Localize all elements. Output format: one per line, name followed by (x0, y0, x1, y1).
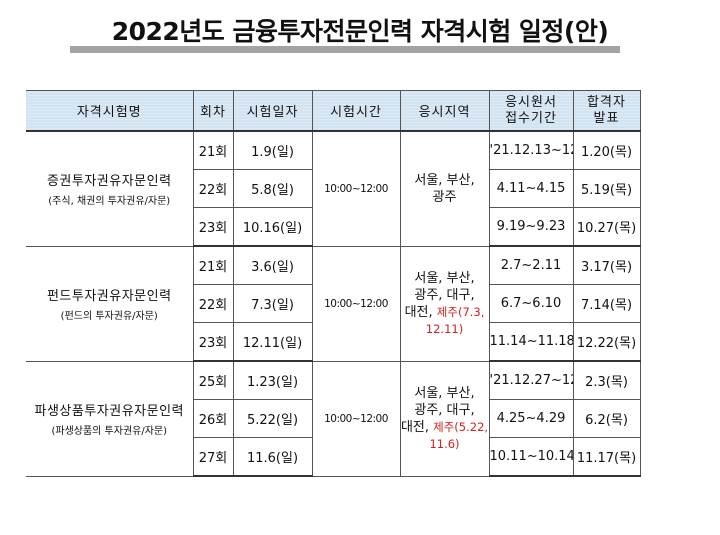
region-cell: 서울, 부산, 광주 (399, 130, 490, 247)
result-date-cell: 3.17(목) (572, 245, 641, 285)
region-cell: 서울, 부산, 광주, 대구, 대전, 제주(5.22, 11.6) (399, 360, 490, 477)
result-date-cell: 11.17(목) (572, 437, 641, 477)
application-period-cell: 6.7~6.10 (488, 284, 574, 323)
table-row: 22회 5.8(일) 4.11~4.15 5.19(목) (26, 169, 641, 208)
round-cell: 25회 (192, 360, 234, 400)
application-period-cell: 9.19~9.23 (488, 207, 574, 247)
table-row: 증권투자권유자문인력 (주식, 채권의 투자권유/자문) 21회 1.9(일) … (26, 130, 641, 247)
header-application-line1: 응시원서 (505, 94, 557, 110)
round-cell: 22회 (192, 284, 234, 323)
table-row: 파생상품투자권유자문인력 (파생상품의 투자권유/자문) 25회 1.23(일)… (26, 360, 641, 477)
region-line: 광주 (432, 189, 457, 205)
round-cell: 27회 (192, 437, 234, 477)
application-period-cell: '21.12.13~12.17 (488, 130, 574, 170)
exam-date-cell: 11.6(일) (232, 437, 313, 477)
exam-scope: (펀드의 투자권유/자문) (60, 311, 158, 322)
result-date-cell: 10.27(목) (572, 207, 641, 247)
region-line: 서울, 부산, (414, 385, 475, 401)
header-result-line2: 발표 (593, 110, 620, 126)
application-period-cell: 4.25~4.29 (488, 399, 574, 438)
region-line: 광주, 대구, (414, 402, 475, 418)
header-region: 응시지역 (399, 90, 490, 132)
round-cell: 26회 (192, 399, 234, 438)
header-result-announcement: 합격자 발표 (572, 90, 641, 132)
result-date-cell: 7.14(목) (572, 284, 641, 323)
exam-name-cell: 파생상품투자권유자문인력 (파생상품의 투자권유/자문) (26, 360, 194, 477)
region-line: 광주, 대구, (414, 287, 475, 303)
region-line: 대전, 제주(7.3, 12.11) (401, 304, 488, 338)
header-application-period: 응시원서 접수기간 (488, 90, 574, 132)
round-cell: 22회 (192, 169, 234, 208)
region-line: 대전, 제주(5.22, 11.6) (400, 419, 489, 453)
exam-name-cell: 증권투자권유자문인력 (주식, 채권의 투자권유/자문) (26, 130, 194, 247)
table-row: 23회 12.11(일) 11.14~11.18 12.22(목) (26, 322, 641, 362)
header-application-line2: 접수기간 (505, 110, 557, 126)
table-row: 펀드투자권유자문인력 (펀드의 투자권유/자문) 21회 3.6(일) 10:0… (26, 245, 641, 362)
exam-name-cell: 펀드투자권유자문인력 (펀드의 투자권유/자문) (26, 245, 194, 362)
exam-date-cell: 5.22(일) (232, 399, 313, 438)
round-cell: 21회 (192, 245, 234, 285)
exam-date-cell: 5.8(일) (232, 169, 313, 208)
exam-date-cell: 3.6(일) (232, 245, 313, 285)
table-row: 27회 11.6(일) 10.11~10.14 11.17(목) (26, 437, 641, 477)
result-date-cell: 6.2(목) (572, 399, 641, 438)
round-cell: 21회 (192, 130, 234, 170)
region-line: 서울, 부산, (414, 172, 475, 188)
result-date-cell: 12.22(목) (572, 322, 641, 362)
region-prefix: 대전, (400, 419, 429, 435)
exam-name: 펀드투자권유자문인력 (46, 289, 172, 304)
exam-time-cell: 10:00~12:00 (311, 130, 401, 247)
exam-time-cell: 10:00~12:00 (311, 245, 401, 362)
header-result-line1: 합격자 (587, 94, 626, 110)
exam-schedule-table: 자격시험명 회차 시험일자 시험시간 응시지역 응시원서 접수기간 합격자 발표… (26, 90, 641, 477)
result-date-cell: 1.20(목) (572, 130, 641, 170)
exam-time-cell: 10:00~12:00 (311, 360, 401, 477)
header-exam-name: 자격시험명 (26, 90, 194, 132)
result-date-cell: 5.19(목) (572, 169, 641, 208)
application-period-cell: '21.12.27~12.31 (488, 360, 574, 400)
region-prefix: 대전, (404, 304, 433, 320)
table-row: 26회 5.22(일) 4.25~4.29 6.2(목) (26, 399, 641, 438)
round-cell: 23회 (192, 207, 234, 247)
header-row: 자격시험명 회차 시험일자 시험시간 응시지역 응시원서 접수기간 합격자 발표 (26, 90, 641, 132)
result-date-cell: 2.3(목) (572, 360, 641, 400)
region-line: 서울, 부산, (414, 270, 475, 286)
exam-date-cell: 12.11(일) (232, 322, 313, 362)
exam-date-cell: 7.3(일) (232, 284, 313, 323)
exam-scope: (파생상품의 투자권유/자문) (51, 426, 168, 437)
application-period-cell: 11.14~11.18 (488, 322, 574, 362)
title-underline (70, 46, 620, 53)
exam-date-cell: 1.23(일) (232, 360, 313, 400)
application-period-cell: 4.11~4.15 (488, 169, 574, 208)
round-cell: 23회 (192, 322, 234, 362)
region-jeju-note: 제주(5.22, 11.6) (429, 419, 489, 451)
header-round: 회차 (192, 90, 234, 132)
application-period-cell: 2.7~2.11 (488, 245, 574, 285)
exam-name: 증권투자권유자문인력 (46, 174, 172, 190)
exam-date-cell: 1.9(일) (232, 130, 313, 170)
header-date: 시험일자 (232, 90, 313, 132)
region-cell: 서울, 부산, 광주, 대구, 대전, 제주(7.3, 12.11) (399, 245, 490, 362)
application-period-cell: 10.11~10.14 (488, 437, 574, 477)
exam-scope: (주식, 채권의 투자권유/자문) (48, 196, 171, 208)
table-row: 22회 7.3(일) 6.7~6.10 7.14(목) (26, 284, 641, 323)
page-title: 2022년도 금융투자전문인력 자격시험 일정(안) (111, 17, 609, 46)
exam-date-cell: 10.16(일) (232, 207, 313, 247)
header-time: 시험시간 (311, 90, 401, 132)
table-row: 23회 10.16(일) 9.19~9.23 10.27(목) (26, 207, 641, 247)
exam-name: 파생상품투자권유자문인력 (34, 404, 185, 419)
region-jeju-note: 제주(7.3, 12.11) (425, 304, 485, 336)
